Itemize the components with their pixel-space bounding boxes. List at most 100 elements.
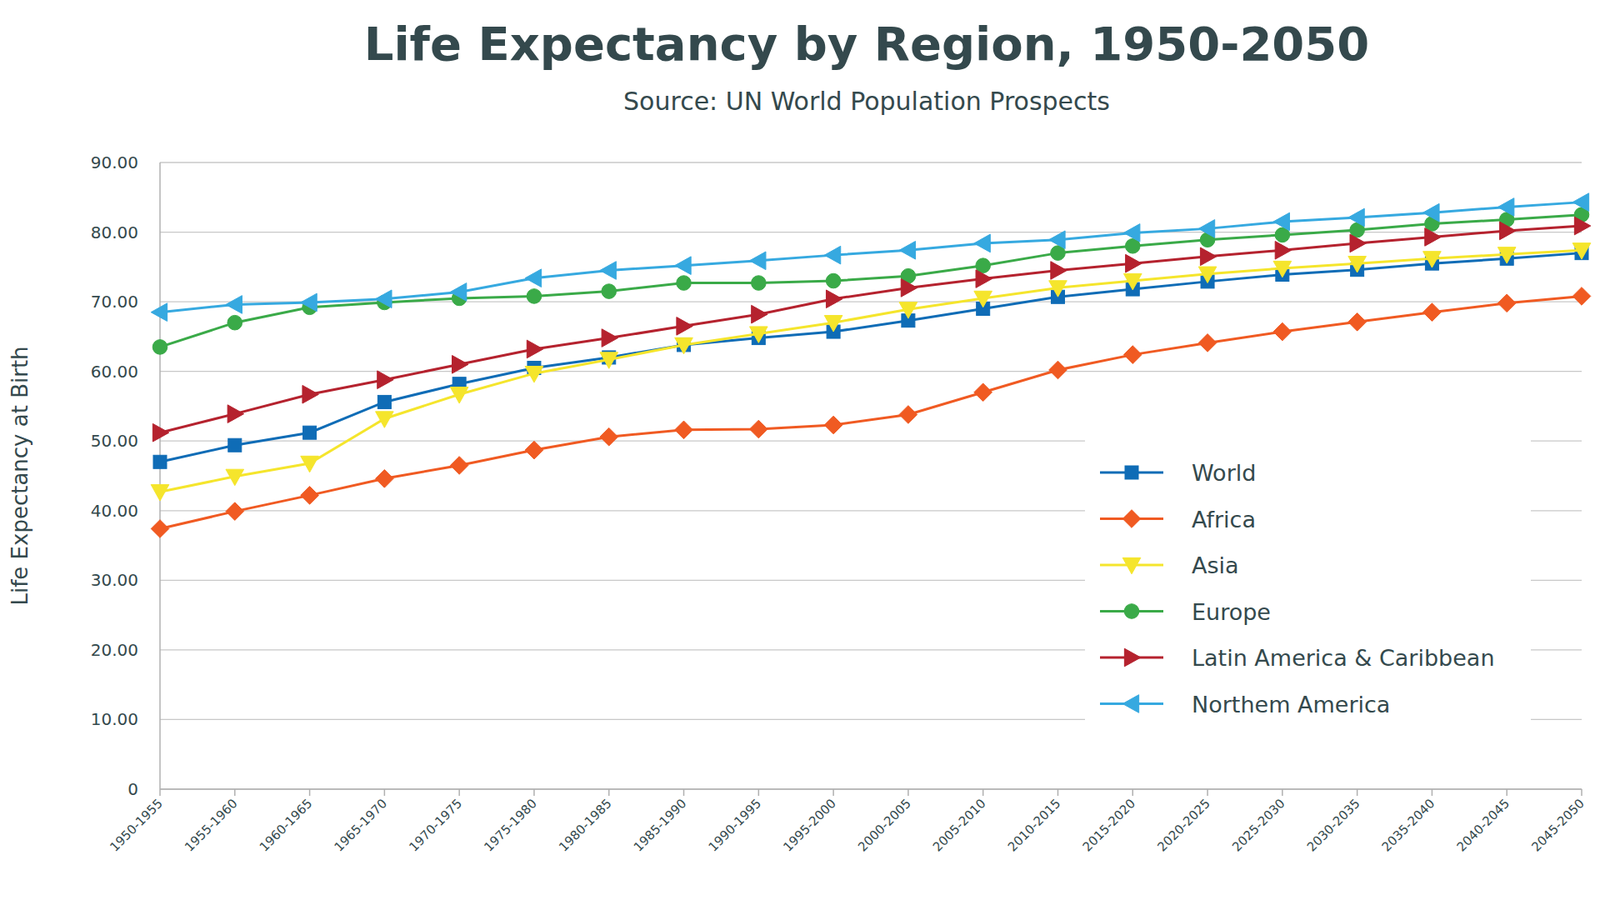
data-point (750, 251, 766, 270)
data-point (1572, 193, 1589, 212)
data-point (225, 469, 245, 485)
chart-subtitle: Source: UN World Population Prospects (623, 86, 1110, 116)
legend-label: Europe (1191, 599, 1271, 625)
data-point (751, 305, 768, 324)
legend-box (1085, 439, 1531, 735)
data-point (1049, 280, 1068, 297)
data-point (1348, 208, 1365, 227)
legend-marker (1122, 557, 1141, 574)
legend-marker (1124, 604, 1140, 620)
data-point (1198, 334, 1217, 353)
data-point (1423, 303, 1442, 322)
data-point (824, 415, 843, 435)
y-tick-label: 30.00 (90, 570, 139, 590)
x-tick-label: 1995-2000 (780, 795, 840, 855)
data-point (600, 427, 619, 446)
data-point (225, 295, 242, 315)
data-point (300, 455, 320, 472)
series-line (160, 215, 1582, 348)
legend-marker (1122, 695, 1139, 714)
data-point (302, 385, 319, 404)
data-point (899, 405, 918, 425)
x-tick (982, 789, 985, 796)
x-tick (1505, 789, 1508, 796)
x-tick-label: 1960-1965 (256, 795, 316, 855)
data-point (450, 283, 466, 302)
legend-label: World (1191, 460, 1256, 486)
x-tick-label: 2030-2035 (1304, 795, 1364, 855)
data-point (825, 290, 842, 309)
legend-marker (1125, 465, 1139, 480)
y-axis-line (159, 162, 161, 790)
x-tick (608, 789, 610, 796)
x-tick-label: 1980-1985 (555, 795, 615, 855)
y-tick-label: 50.00 (90, 430, 139, 451)
x-tick-label: 1975-1980 (480, 795, 540, 855)
x-tick-label: 2035-2040 (1379, 795, 1439, 855)
x-tick-label: 1985-1990 (630, 795, 690, 855)
legend-label: Africa (1191, 506, 1256, 533)
x-tick (234, 789, 236, 796)
x-tick (1132, 789, 1135, 796)
data-point (377, 370, 394, 390)
data-point (974, 383, 993, 402)
legend-marker (1124, 648, 1140, 667)
data-point (974, 290, 993, 307)
data-point (1275, 240, 1291, 260)
x-tick (1580, 789, 1583, 796)
data-point (1049, 360, 1068, 380)
data-point (1423, 251, 1442, 268)
data-point (600, 352, 619, 369)
chart-title: Life Expectancy by Region, 1950-2050 (364, 16, 1370, 71)
data-point (601, 329, 618, 348)
legend-label: Northem America (1191, 691, 1390, 718)
legend-marker (1122, 510, 1141, 529)
data-point (377, 395, 391, 409)
data-point (227, 315, 243, 330)
data-point (824, 315, 843, 332)
x-tick (1057, 789, 1060, 796)
data-point (900, 279, 917, 298)
data-point (1350, 234, 1366, 253)
data-point (375, 411, 395, 428)
data-point (450, 387, 469, 404)
data-point (452, 355, 469, 375)
data-point (1123, 224, 1140, 243)
data-point (600, 261, 616, 280)
data-point (1049, 230, 1065, 250)
x-tick (1431, 789, 1434, 796)
x-tick (1206, 789, 1209, 796)
x-tick (458, 789, 460, 796)
y-tick-label: 60.00 (90, 361, 139, 382)
x-tick-label: 2005-2010 (930, 795, 990, 855)
data-point (1273, 322, 1292, 341)
data-point (1497, 198, 1514, 217)
x-tick (159, 789, 161, 796)
y-tick-label: 70.00 (90, 291, 139, 312)
x-tick (309, 789, 311, 796)
data-point (450, 456, 469, 475)
grid-line (160, 788, 1582, 790)
data-point (601, 284, 617, 300)
data-point (676, 317, 693, 336)
y-tick-label: 90.00 (90, 152, 139, 173)
data-point (1497, 294, 1516, 313)
data-point (1123, 345, 1142, 365)
data-point (227, 405, 244, 424)
data-point (303, 425, 317, 440)
x-tick-label: 1970-1975 (405, 795, 465, 855)
data-point (899, 302, 918, 319)
y-tick-label: 0 (127, 779, 139, 800)
data-point (751, 275, 767, 291)
data-point (676, 275, 692, 291)
data-point (1348, 256, 1367, 273)
data-point (1123, 273, 1142, 290)
chart-svg: Life Expectancy by Region, 1950-2050 Sour… (0, 0, 1600, 900)
data-point (1050, 261, 1067, 280)
legend-label: Asia (1191, 552, 1240, 579)
x-tick (758, 789, 760, 796)
data-point (152, 340, 168, 355)
series-line (160, 225, 1582, 433)
x-tick-label: 1955-1960 (181, 795, 241, 855)
data-point (526, 289, 542, 305)
